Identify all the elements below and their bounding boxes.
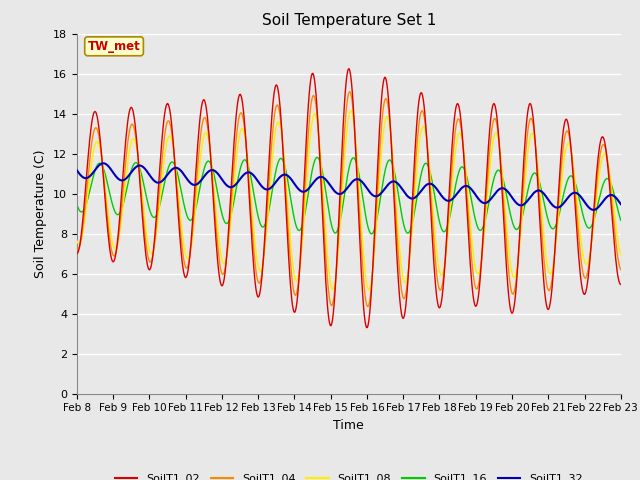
- SoilT1_02: [617, 282, 625, 288]
- Line: SoilT1_16: SoilT1_16: [77, 157, 621, 234]
- SoilT1_02: [344, 66, 352, 72]
- SoilT1_32: [83, 175, 90, 181]
- SoilT1_04: [194, 161, 202, 167]
- SoilT1_32: [99, 160, 107, 166]
- Line: SoilT1_04: SoilT1_04: [77, 92, 621, 307]
- SoilT1_32: [431, 184, 439, 190]
- SoilT1_08: [73, 238, 81, 243]
- Y-axis label: Soil Temperature (C): Soil Temperature (C): [35, 149, 47, 278]
- SoilT1_32: [416, 190, 424, 196]
- SoilT1_02: [417, 91, 424, 97]
- SoilT1_32: [73, 168, 81, 173]
- SoilT1_02: [139, 216, 147, 222]
- SoilT1_08: [365, 287, 372, 292]
- SoilT1_16: [417, 175, 424, 181]
- SoilT1_16: [433, 202, 440, 208]
- SoilT1_08: [433, 245, 440, 251]
- SoilT1_32: [140, 164, 147, 170]
- SoilT1_32: [223, 183, 231, 189]
- Legend: SoilT1_02, SoilT1_04, SoilT1_08, SoilT1_16, SoilT1_32: SoilT1_02, SoilT1_04, SoilT1_08, SoilT1_…: [110, 469, 588, 480]
- Line: SoilT1_02: SoilT1_02: [77, 69, 621, 328]
- X-axis label: Time: Time: [333, 419, 364, 432]
- SoilT1_08: [617, 252, 625, 258]
- SoilT1_04: [73, 246, 81, 252]
- Title: Soil Temperature Set 1: Soil Temperature Set 1: [262, 13, 436, 28]
- SoilT1_16: [139, 176, 147, 182]
- SoilT1_16: [83, 200, 90, 206]
- SoilT1_16: [223, 221, 230, 227]
- SoilT1_02: [223, 254, 230, 260]
- SoilT1_16: [314, 155, 321, 160]
- SoilT1_04: [223, 255, 230, 261]
- SoilT1_08: [139, 196, 147, 202]
- SoilT1_02: [73, 251, 81, 256]
- SoilT1_04: [617, 267, 625, 273]
- SoilT1_08: [83, 202, 90, 208]
- Line: SoilT1_08: SoilT1_08: [77, 111, 621, 289]
- SoilT1_08: [194, 181, 202, 187]
- SoilT1_16: [617, 217, 625, 223]
- SoilT1_02: [363, 325, 371, 331]
- SoilT1_16: [368, 231, 376, 237]
- Text: TW_met: TW_met: [88, 40, 140, 53]
- SoilT1_02: [83, 172, 90, 178]
- SoilT1_04: [417, 112, 424, 118]
- SoilT1_16: [73, 202, 81, 207]
- SoilT1_04: [433, 266, 440, 272]
- Line: SoilT1_32: SoilT1_32: [77, 163, 621, 210]
- SoilT1_08: [347, 108, 355, 114]
- SoilT1_08: [223, 254, 230, 260]
- SoilT1_04: [83, 188, 90, 194]
- SoilT1_32: [589, 207, 597, 213]
- SoilT1_08: [417, 133, 424, 139]
- SoilT1_02: [194, 140, 202, 146]
- SoilT1_16: [194, 195, 202, 201]
- SoilT1_02: [433, 289, 440, 295]
- SoilT1_04: [346, 89, 354, 95]
- SoilT1_32: [617, 201, 625, 207]
- SoilT1_04: [139, 207, 147, 213]
- SoilT1_32: [195, 180, 202, 186]
- SoilT1_04: [364, 304, 372, 310]
